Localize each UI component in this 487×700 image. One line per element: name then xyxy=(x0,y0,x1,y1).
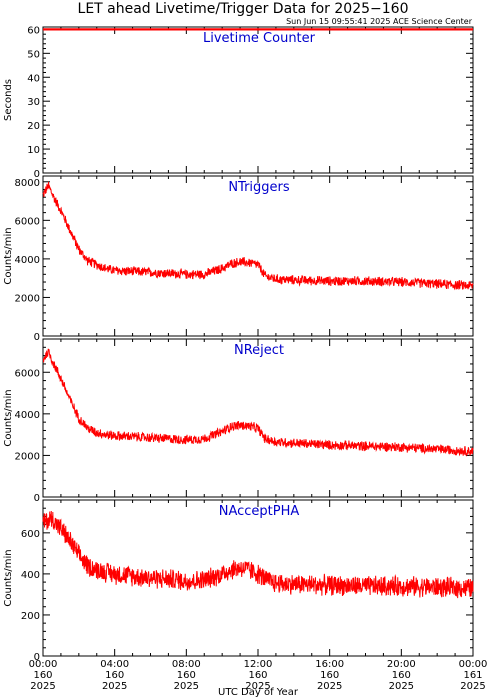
x-tick-label-year: 2025 xyxy=(30,681,55,692)
x-tick-label-year: 2025 xyxy=(245,681,270,692)
x-tick-label-doy: 161 xyxy=(463,670,482,681)
x-tick-label-time: 00:00 xyxy=(459,659,487,670)
y-tick-label: 0 xyxy=(34,169,40,180)
y-tick-label: 6000 xyxy=(15,216,40,227)
y-tick-label: 0 xyxy=(34,652,40,663)
plot-frame xyxy=(42,26,474,174)
y-tick-label: 400 xyxy=(21,570,40,581)
x-axis-title: UTC Day of Year xyxy=(218,687,299,698)
y-tick-label: 8000 xyxy=(15,178,40,189)
panel-2: 0 2000 4000 6000 8000 Counts/min NTriggers xyxy=(3,175,474,343)
x-tick-label-doy: 160 xyxy=(105,670,124,681)
y-tick-label: 50 xyxy=(27,49,40,60)
y-tick-label: 6000 xyxy=(15,368,40,379)
x-tick-label-time: 12:00 xyxy=(244,659,273,670)
x-tick-label-doy: 160 xyxy=(320,670,339,681)
x-tick-label-year: 2025 xyxy=(460,681,485,692)
x-tick-label-doy: 160 xyxy=(248,670,267,681)
y-axis-label: Counts/min xyxy=(3,389,14,446)
y-tick-label: 60 xyxy=(27,25,40,36)
panels: 0 10 20 30 40 50 60 Seconds Livetime Counter 0 200… xyxy=(3,25,474,663)
x-tick-label-doy: 160 xyxy=(33,670,52,681)
y-tick-label: 10 xyxy=(27,145,40,156)
x-axis-labels: 00:00160202504:00160202508:00160202512:0… xyxy=(29,659,487,692)
y-tick-label: 20 xyxy=(27,121,40,132)
y-tick-label: 200 xyxy=(21,611,40,622)
y-axis-label: Counts/min xyxy=(3,227,14,284)
y-tick-label: 4000 xyxy=(15,255,40,266)
series-line xyxy=(42,348,474,457)
y-tick-label: 4000 xyxy=(15,410,40,421)
x-tick-label-doy: 160 xyxy=(392,670,411,681)
x-tick-label-year: 2025 xyxy=(389,681,414,692)
x-tick-label-time: 16:00 xyxy=(315,659,344,670)
series-line xyxy=(42,181,474,291)
x-tick-label-year: 2025 xyxy=(174,681,199,692)
plot-frame xyxy=(42,338,474,498)
panel-title: NAcceptPHA xyxy=(219,504,300,519)
series-line xyxy=(42,510,474,599)
x-tick-label-time: 20:00 xyxy=(387,659,416,670)
y-tick-label: 0 xyxy=(34,493,40,504)
y-axis-label: Seconds xyxy=(3,79,14,121)
panel-title: Livetime Counter xyxy=(203,31,316,46)
x-tick-label-year: 2025 xyxy=(102,681,127,692)
y-tick-label: 2000 xyxy=(15,451,40,462)
x-tick-label-doy: 160 xyxy=(177,670,196,681)
x-tick-label-time: 04:00 xyxy=(100,659,129,670)
x-tick-label-time: 00:00 xyxy=(29,659,58,670)
panel-title: NTriggers xyxy=(228,180,290,195)
panel-1: 0 10 20 30 40 50 60 Seconds Livetime Counter xyxy=(3,25,474,180)
y-tick-label: 40 xyxy=(27,73,40,84)
plot-frame xyxy=(42,175,474,337)
x-tick-label-time: 08:00 xyxy=(172,659,201,670)
y-tick-label: 2000 xyxy=(15,293,40,304)
panel-4: 0 200 400 600 Counts/min NAcceptPHA xyxy=(3,499,474,663)
panel-title: NReject xyxy=(234,343,284,358)
y-tick-label: 0 xyxy=(34,332,40,343)
y-tick-label: 30 xyxy=(27,97,40,108)
figure-title: LET ahead Livetime/Trigger Data for 2025… xyxy=(78,1,409,17)
x-tick-label-year: 2025 xyxy=(317,681,342,692)
timestamp: Sun Jun 15 09:55:41 2025 ACE Science Cen… xyxy=(286,17,473,26)
y-tick-label: 600 xyxy=(21,529,40,540)
y-axis-label: Counts/min xyxy=(3,549,14,606)
